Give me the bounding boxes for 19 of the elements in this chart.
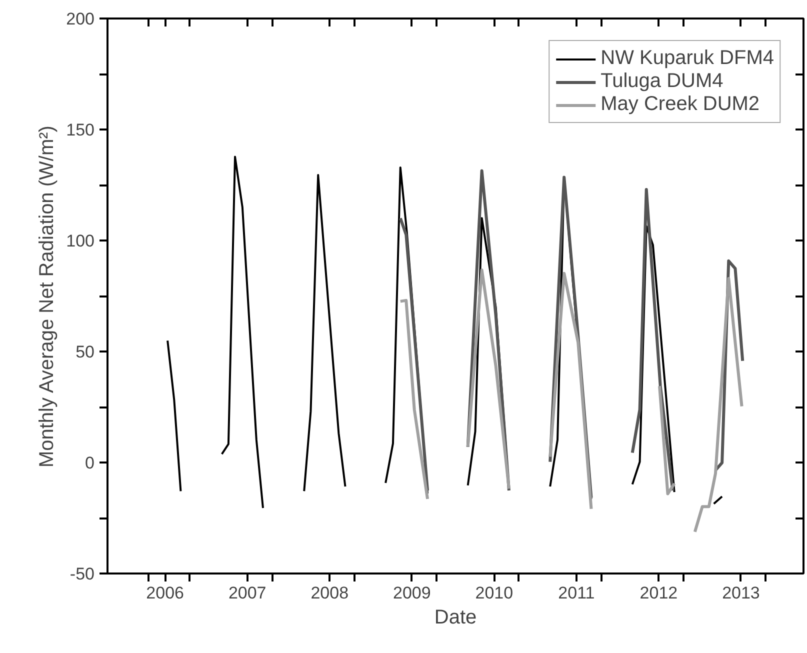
x-tick-label: 2008 — [310, 584, 349, 602]
x-tick-label: 2007 — [228, 584, 266, 602]
x-tick-label: 2006 — [146, 584, 184, 602]
legend-label: NW Kuparuk DFM4 — [600, 47, 774, 70]
y-tick-label: 200 — [66, 10, 95, 28]
y-axis-title: Monthly Average Net Radiation (W/m²) — [36, 126, 58, 468]
x-axis-title: Date — [434, 606, 477, 628]
y-tick-label: 50 — [76, 342, 95, 362]
y-tick-label: 0 — [85, 454, 95, 472]
y-tick-label: 150 — [66, 120, 95, 140]
y-tick-label: 100 — [66, 232, 95, 250]
x-tick-label: 2009 — [392, 584, 431, 602]
y-tick-label: -50 — [70, 564, 95, 584]
legend-label: Tuluga DUM4 — [600, 70, 724, 93]
x-tick-label: 2013 — [722, 584, 760, 602]
x-tick-label: 2010 — [475, 584, 514, 602]
legend-label: May Creek DUM2 — [600, 93, 760, 116]
x-tick-label: 2012 — [640, 584, 678, 602]
x-tick-label: 2011 — [558, 584, 595, 602]
